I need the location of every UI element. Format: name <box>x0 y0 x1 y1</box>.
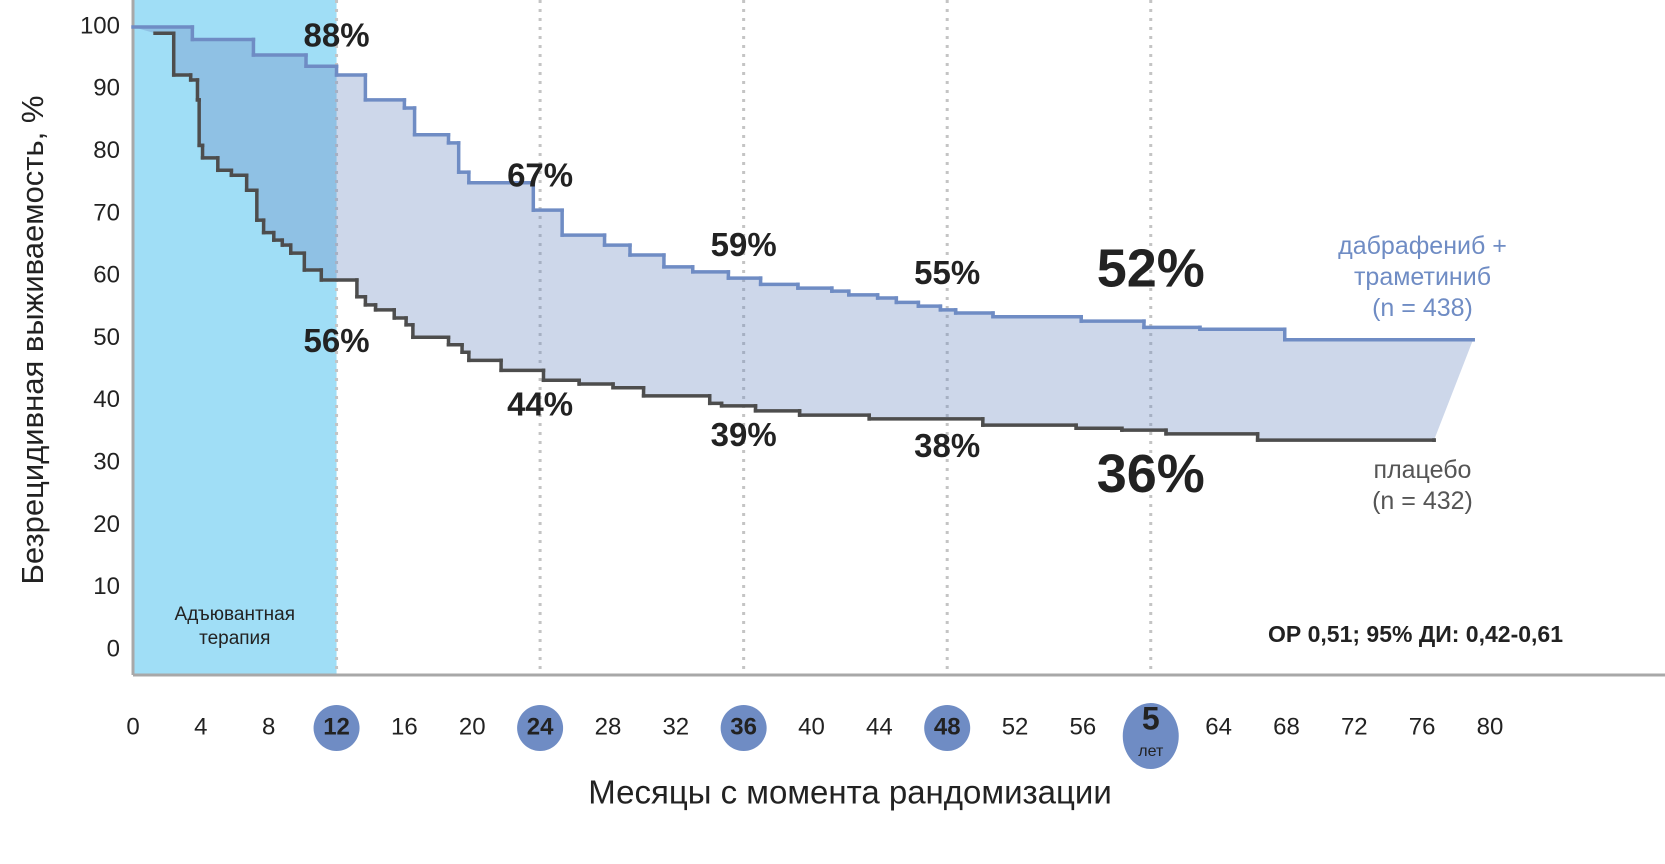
legend-name: дабрафениб + траметиниб <box>1338 232 1507 291</box>
y-axis-label: Безрецидивная выживаемость, % <box>15 96 50 585</box>
milestone-label: 44% <box>507 386 573 423</box>
y-tick-label: 50 <box>93 324 120 351</box>
x-tick-label: 4 <box>194 713 207 740</box>
x-tick-highlight <box>924 705 971 751</box>
x-tick-label: 8 <box>262 713 275 740</box>
x-tick-highlight <box>517 705 564 751</box>
y-tick-label: 100 <box>80 12 120 39</box>
x-tick-label: 0 <box>126 713 139 740</box>
y-tick-label: 10 <box>93 573 120 600</box>
milestone-label: 88% <box>304 16 370 53</box>
x-tick-label: 16 <box>391 713 418 740</box>
x-tick-label: 80 <box>1477 713 1504 740</box>
x-tick-label: 52 <box>1002 713 1029 740</box>
milestone-label: 56% <box>304 322 370 359</box>
milestone-label: 39% <box>711 416 777 453</box>
milestone-label: 67% <box>507 156 573 193</box>
y-tick-label: 20 <box>93 511 120 538</box>
x-tick-note: лет <box>1138 743 1164 760</box>
x-tick-highlight <box>313 705 360 751</box>
legend-n: (n = 438) <box>1372 294 1473 322</box>
x-tick-label: 20 <box>459 713 486 740</box>
legend-entry: дабрафениб + траметиниб (n = 438) <box>1315 231 1530 324</box>
x-tick-highlight <box>1122 703 1179 769</box>
legend-entry: плацебо (n = 432) <box>1315 455 1530 517</box>
y-tick-label: 0 <box>107 635 120 662</box>
x-tick-label: 32 <box>662 713 689 740</box>
milestone-label: 59% <box>711 226 777 263</box>
x-tick-highlight <box>720 705 767 751</box>
legend-n: (n = 432) <box>1372 487 1473 515</box>
region-label: Адъювантная терапия <box>174 604 295 649</box>
x-tick-label: 28 <box>595 713 622 740</box>
milestone-label: 52% <box>1097 238 1205 298</box>
survival-curve <box>131 25 1475 342</box>
hazard-ratio: ОР 0,51; 95% ДИ: 0,42-0,61 <box>1268 621 1563 647</box>
milestone-label: 38% <box>914 427 980 464</box>
x-axis-label: Месяцы с момента рандомизации <box>588 774 1112 811</box>
x-tick-label: 44 <box>866 713 893 740</box>
y-tick-label: 60 <box>93 262 120 289</box>
x-tick-label: 56 <box>1070 713 1097 740</box>
x-tick-label: 48 <box>934 713 961 740</box>
x-tick-label: 24 <box>527 713 554 740</box>
x-tick-label: 64 <box>1205 713 1232 740</box>
x-tick-label: 40 <box>798 713 825 740</box>
y-tick-label: 70 <box>93 199 120 226</box>
y-tick-label: 30 <box>93 448 120 475</box>
x-tick-label: 76 <box>1409 713 1436 740</box>
y-tick-label: 90 <box>93 75 120 102</box>
x-tick-label: 12 <box>323 713 350 740</box>
y-tick-label: 40 <box>93 386 120 413</box>
survival-curve <box>153 31 1436 442</box>
legend-name: плацебо <box>1373 456 1472 484</box>
milestone-label: 55% <box>914 254 980 291</box>
y-tick-label: 80 <box>93 137 120 164</box>
x-tick-label: 5 <box>1142 700 1160 736</box>
adjuvant-region <box>133 0 337 675</box>
x-tick-label: 36 <box>730 713 757 740</box>
difference-area <box>133 27 1474 441</box>
milestone-label: 36% <box>1097 444 1205 504</box>
x-tick-label: 68 <box>1273 713 1300 740</box>
x-tick-label: 72 <box>1341 713 1368 740</box>
